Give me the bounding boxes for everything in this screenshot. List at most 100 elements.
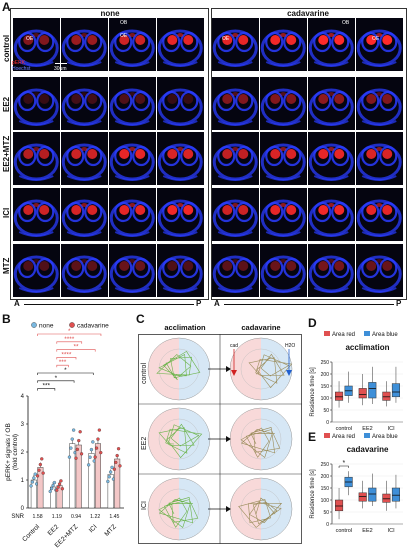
panel-e-sig-bracket	[338, 465, 349, 468]
micrograph-tile	[61, 188, 108, 241]
group-title-cadavarine: cadavarine	[287, 9, 329, 18]
data-point	[118, 464, 122, 468]
micrograph-tile	[356, 132, 403, 185]
y-axis-label: pERK+ signals / OB	[5, 423, 12, 481]
data-point	[35, 474, 40, 478]
anno-ob-1: OB	[120, 20, 128, 26]
data-point	[70, 437, 74, 441]
data-point	[74, 456, 78, 460]
panel-c-row-ici: ICI	[141, 501, 148, 510]
panel-e-box-Area red-control	[335, 499, 344, 512]
data-point	[37, 468, 41, 472]
micrograph-tile	[157, 77, 204, 130]
area-red	[148, 408, 179, 470]
panel-d-box-Area blue-EE2	[368, 382, 377, 399]
panel-e-legend-swatch	[364, 433, 370, 438]
micrograph-tile	[61, 132, 108, 185]
micrograph-tile	[13, 18, 60, 71]
micrograph-tile	[308, 77, 355, 130]
anno-oe-3: OE	[372, 36, 380, 42]
panel-d-box-Area blue-ICI	[391, 383, 400, 398]
data-point	[96, 437, 100, 441]
sig-stars: ****	[61, 351, 72, 358]
micrograph-tile	[13, 77, 60, 130]
x-tick-label-MTZ: MTZ	[103, 523, 117, 537]
fish-track	[248, 353, 293, 389]
panel-c-col2-title: cadavarine	[241, 323, 281, 332]
axis-p-label: P	[196, 299, 202, 308]
sig-stars: **	[73, 344, 79, 351]
data-point	[55, 488, 59, 492]
sig-bracket	[56, 349, 96, 352]
panel-d-legend-swatch	[364, 331, 370, 336]
data-point	[40, 457, 44, 461]
data-point	[86, 463, 91, 467]
panel-d-y-tick-label: 0	[326, 420, 329, 426]
legend-label-none: none	[39, 323, 54, 330]
sig-bracket	[37, 333, 102, 336]
sig-stars: *	[55, 375, 58, 382]
panel-d-title: acclimation	[345, 343, 389, 352]
data-point	[60, 487, 65, 491]
panel-c-row-control: control	[141, 362, 148, 384]
micrograph-tile	[260, 244, 307, 297]
panel-e-chart: Area red Area blue cadavarine 0 50 100 150 200 2…	[310, 433, 403, 534]
area-blue	[179, 478, 210, 540]
panel-e-legend-swatch	[324, 433, 330, 438]
panel-e-box-Area blue-EE2	[368, 487, 377, 502]
micrograph-tile	[212, 132, 259, 185]
legend-dot-cadavarine	[69, 322, 75, 328]
panel-c-row-ee2: EE2	[141, 436, 148, 450]
panel-a-frame-none	[10, 8, 209, 300]
sig-bracket	[56, 364, 69, 368]
panel-e-sig-star: *	[342, 460, 345, 467]
micrograph-tile	[212, 77, 259, 130]
panel-d-y-label: Residence time [s]	[310, 367, 316, 417]
data-point	[32, 476, 36, 480]
data-point	[107, 475, 111, 479]
micrograph-tile	[260, 132, 307, 185]
data-point	[52, 480, 57, 485]
x-tick-label-Control: Control	[21, 523, 41, 543]
micrograph-tile	[308, 18, 355, 71]
panel-e-box-Area red-EE2	[358, 492, 367, 502]
group-title-none: none	[100, 9, 120, 18]
micrograph-tile	[157, 188, 204, 241]
area-blue	[261, 408, 292, 470]
snr-value: 0.94	[71, 514, 81, 520]
data-point	[49, 486, 54, 491]
micrograph-tile	[260, 188, 307, 241]
micrograph-tile	[109, 77, 156, 130]
axis-arrow-2	[224, 304, 394, 305]
micrograph-tile	[109, 244, 156, 297]
panel-d-x-tick-label-EE2: EE2	[362, 426, 372, 432]
data-point	[69, 446, 73, 450]
micrograph-tile	[308, 244, 355, 297]
data-point	[116, 447, 121, 451]
micrograph-tile	[157, 132, 204, 185]
transition-arrow-head	[226, 436, 231, 442]
data-point	[94, 446, 99, 450]
sig-stars: *	[64, 367, 67, 374]
panel-d-y-tick-label: 100	[321, 396, 330, 402]
x-tick-label-EE2: EE2	[47, 523, 61, 537]
data-point	[108, 470, 113, 474]
data-point	[56, 485, 60, 489]
anno-oe-2: OE	[26, 36, 34, 42]
y-tick-label: 0	[21, 506, 25, 512]
arena-ring	[158, 488, 200, 530]
snr-value: 1.19	[52, 514, 62, 520]
sig-stars: ***	[59, 359, 67, 366]
micrograph-tile	[61, 77, 108, 130]
anno-oe-4: OE	[222, 36, 230, 42]
panel-d-y-tick-label: 250	[321, 360, 330, 366]
panel-e-legend-label: Area red	[332, 434, 355, 440]
panel-b-chart: none cadavarine 0 1 2 3 4 pERK+ signals / OB (fo…	[5, 322, 124, 549]
panel-e-y-tick-label: 100	[321, 498, 330, 504]
area-red	[230, 338, 261, 400]
fish-track	[156, 351, 201, 381]
panel-c-tracks	[138, 334, 302, 544]
panel-e-y-tick-label: 200	[321, 474, 330, 480]
data-point	[93, 455, 97, 459]
x-tick-label-ICI: ICI	[88, 523, 99, 534]
